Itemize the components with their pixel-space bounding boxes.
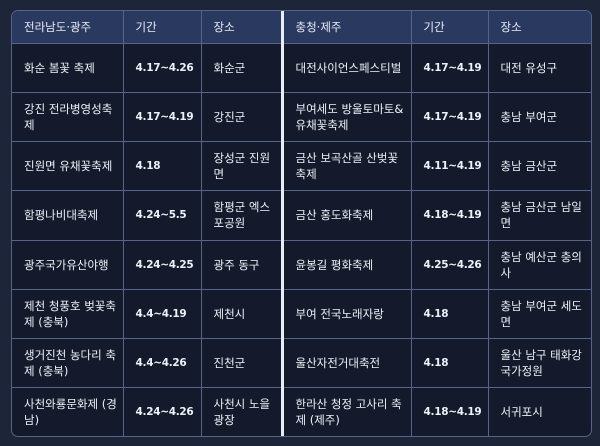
cell-festival-name: 부여 전국노래자랑 (281, 288, 412, 339)
cell-place: 충남 부여군 세도면 (487, 288, 591, 339)
header-region-jeonnam: 전라남도·광주 (12, 11, 124, 44)
cell-place: 충남 부여군 (487, 92, 591, 143)
table-row: 함평나비대축제 4.24~5.5 함평군 엑스포공원 금산 홍도화축제 4.18~4.1… (12, 190, 591, 241)
header-place: 장소 (200, 11, 284, 44)
festival-table: 전라남도·광주 기간 장소 충청·제주 기간 장소 화순 봄꽃 축제 4.17~4… (12, 11, 591, 436)
cell-festival-name: 화순 봄꽃 축제 (12, 42, 124, 94)
cell-festival-name: 대전사이언스페스티벌 (281, 42, 412, 94)
table-row: 강진 전라병영성축제 4.17~4.19 강진군 부여세도 방울토마토&유채꽃축제 4.… (12, 92, 591, 143)
header-period: 기간 (410, 11, 489, 44)
cell-period: 4.18 (410, 288, 489, 339)
cell-place: 제천시 (200, 288, 284, 339)
header-period: 기간 (122, 11, 202, 44)
cell-festival-name: 생거진천 농다리 축제 (충북) (12, 337, 124, 388)
cell-period: 4.17~4.19 (410, 92, 489, 143)
cell-place: 충남 금산군 남일면 (487, 190, 591, 241)
cell-festival-name: 윤봉길 평화축제 (281, 239, 412, 290)
cell-period: 4.18 (122, 141, 202, 192)
cell-place: 서귀포시 (487, 386, 591, 436)
cell-place: 사천시 노을광장 (200, 386, 284, 436)
header-row: 전라남도·광주 기간 장소 충청·제주 기간 장소 (12, 11, 591, 44)
table-row: 화순 봄꽃 축제 4.17~4.26 화순군 대전사이언스페스티벌 4.17~4.19 대… (12, 42, 591, 94)
cell-period: 4.17~4.26 (122, 42, 202, 94)
cell-period: 4.11~4.19 (410, 141, 489, 192)
cell-period: 4.17~4.19 (122, 92, 202, 143)
cell-festival-name: 금산 보곡산골 산벚꽃 축제 (281, 141, 412, 192)
cell-period: 4.24~4.26 (122, 386, 202, 436)
cell-place: 강진군 (200, 92, 284, 143)
cell-period: 4.4~4.26 (122, 337, 202, 388)
cell-period: 4.4~4.19 (122, 288, 202, 339)
cell-festival-name: 울산자전거대축전 (281, 337, 412, 388)
cell-period: 4.18 (410, 337, 489, 388)
table-row: 제천 청풍호 벚꽃축제 (충북) 4.4~4.19 제천시 부여 전국노래자랑 4.18… (12, 288, 591, 339)
header-region-chungcheong: 충청·제주 (281, 11, 412, 44)
cell-festival-name: 광주국가유산야행 (12, 239, 124, 290)
cell-place: 충남 금산군 (487, 141, 591, 192)
cell-place: 충남 예산군 충의사 (487, 239, 591, 290)
cell-period: 4.24~5.5 (122, 190, 202, 241)
cell-place: 대전 유성구 (487, 42, 591, 94)
table-row: 진원면 유채꽃축제 4.18 장성군 진원면 금산 보곡산골 산벚꽃 축제 4.11~4… (12, 141, 591, 192)
cell-festival-name: 사천와룡문화제 (경남) (12, 386, 124, 436)
festival-table-container: 전라남도·광주 기간 장소 충청·제주 기간 장소 화순 봄꽃 축제 4.17~4… (11, 10, 592, 437)
cell-period: 4.17~4.19 (410, 42, 489, 94)
cell-festival-name: 진원면 유채꽃축제 (12, 141, 124, 192)
cell-festival-name: 제천 청풍호 벚꽃축제 (충북) (12, 288, 124, 339)
cell-place: 진천군 (200, 337, 284, 388)
cell-period: 4.25~4.26 (410, 239, 489, 290)
table-row: 사천와룡문화제 (경남) 4.24~4.26 사천시 노을광장 한라산 청정 고사리 … (12, 386, 591, 436)
cell-place: 함평군 엑스포공원 (200, 190, 284, 241)
table-row: 생거진천 농다리 축제 (충북) 4.4~4.26 진천군 울산자전거대축전 4.18 울… (12, 337, 591, 388)
cell-place: 울산 남구 태화강국가정원 (487, 337, 591, 388)
cell-festival-name: 함평나비대축제 (12, 190, 124, 241)
cell-festival-name: 한라산 청정 고사리 축제 (제주) (281, 386, 412, 436)
table-row: 광주국가유산야행 4.24~4.25 광주 동구 윤봉길 평화축제 4.25~4.26 충… (12, 239, 591, 290)
cell-place: 광주 동구 (200, 239, 284, 290)
cell-festival-name: 금산 홍도화축제 (281, 190, 412, 241)
cell-period: 4.18~4.19 (410, 190, 489, 241)
cell-festival-name: 부여세도 방울토마토&유채꽃축제 (281, 92, 412, 143)
cell-place: 화순군 (200, 42, 284, 94)
header-place: 장소 (487, 11, 591, 44)
cell-festival-name: 강진 전라병영성축제 (12, 92, 124, 143)
cell-period: 4.18~4.19 (410, 386, 489, 436)
cell-place: 장성군 진원면 (200, 141, 284, 192)
cell-period: 4.24~4.25 (122, 239, 202, 290)
